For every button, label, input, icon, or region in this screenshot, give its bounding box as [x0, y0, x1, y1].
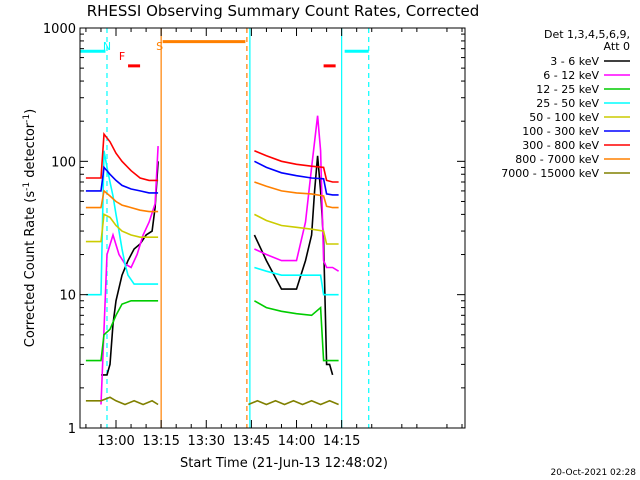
x-tick-label-4: 14:00: [278, 434, 315, 449]
legend-label-800-7000-kev: 800 - 7000 keV: [515, 153, 599, 166]
series-line-100-300-kev-1: [254, 160, 339, 196]
series-line-6-12-kev-1: [254, 115, 340, 272]
legend-header-detectors: Det 1,3,4,5,6,9,: [544, 28, 630, 41]
footer-timestamp: 20-Oct-2021 02:28: [551, 468, 637, 478]
series-line-25-50-kev-1: [254, 266, 339, 296]
x-axis-label: Start Time (21-Jun-13 12:48:02): [180, 456, 388, 471]
y-tick-label-3: 1000: [43, 22, 76, 37]
x-tick-label-1: 13:15: [142, 434, 179, 449]
legend-label-12-25-kev: 12 - 25 keV: [536, 83, 599, 96]
series-line-3-6-kev-1: [253, 155, 334, 376]
series-line-7000-15000-kev-0: [85, 396, 159, 406]
legend-label-6-12-kev: 6 - 12 keV: [543, 69, 599, 82]
series-line-50-100-kev-0: [85, 213, 159, 243]
series-line-12-25-kev-0: [85, 300, 159, 362]
annotation-n-0: N: [103, 40, 111, 53]
series-line-800-7000-kev-0: [85, 189, 159, 213]
x-tick-label-0: 13:00: [97, 434, 134, 449]
y-axis-label: Corrected Count Rate (s-1 detector-1): [22, 109, 38, 347]
legend-label-3-6-kev: 3 - 6 keV: [550, 55, 599, 68]
series-line-12-25-kev-1: [254, 300, 339, 362]
series-line-25-50-kev-0: [85, 150, 159, 296]
y-tick-label-2: 100: [51, 155, 76, 170]
legend-label-50-100-kev: 50 - 100 keV: [529, 111, 599, 124]
series-line-6-12-kev-0: [100, 146, 159, 405]
series-line-300-800-kev-1: [254, 150, 339, 183]
series-line-300-800-kev-0: [85, 131, 159, 182]
legend-label-7000-15000-kev: 7000 - 15000 keV: [501, 167, 599, 180]
legend-label-25-50-kev: 25 - 50 keV: [536, 97, 599, 110]
plot-frame: [79, 27, 466, 429]
y-tick-label-0: 1: [68, 422, 76, 437]
x-tick-label-3: 13:45: [233, 434, 270, 449]
x-tick-label-5: 14:15: [323, 434, 360, 449]
y-tick-label-1: 10: [59, 289, 76, 304]
legend-label-300-800-kev: 300 - 800 keV: [522, 139, 599, 152]
series-line-800-7000-kev-1: [254, 181, 339, 209]
series-line-100-300-kev-0: [85, 165, 159, 194]
x-tick-label-2: 13:30: [188, 434, 225, 449]
series-line-7000-15000-kev-1: [248, 399, 339, 406]
chart-title: RHESSI Observing Summary Count Rates, Co…: [87, 2, 480, 20]
series-line-50-100-kev-1: [254, 213, 339, 245]
series-line-3-6-kev-0: [101, 161, 159, 376]
legend-header-attenuator: Att 0: [604, 40, 630, 53]
annotation-s-2: S: [156, 40, 163, 53]
annotation-f-1: F: [119, 50, 125, 63]
legend-label-100-300-kev: 100 - 300 keV: [522, 125, 599, 138]
